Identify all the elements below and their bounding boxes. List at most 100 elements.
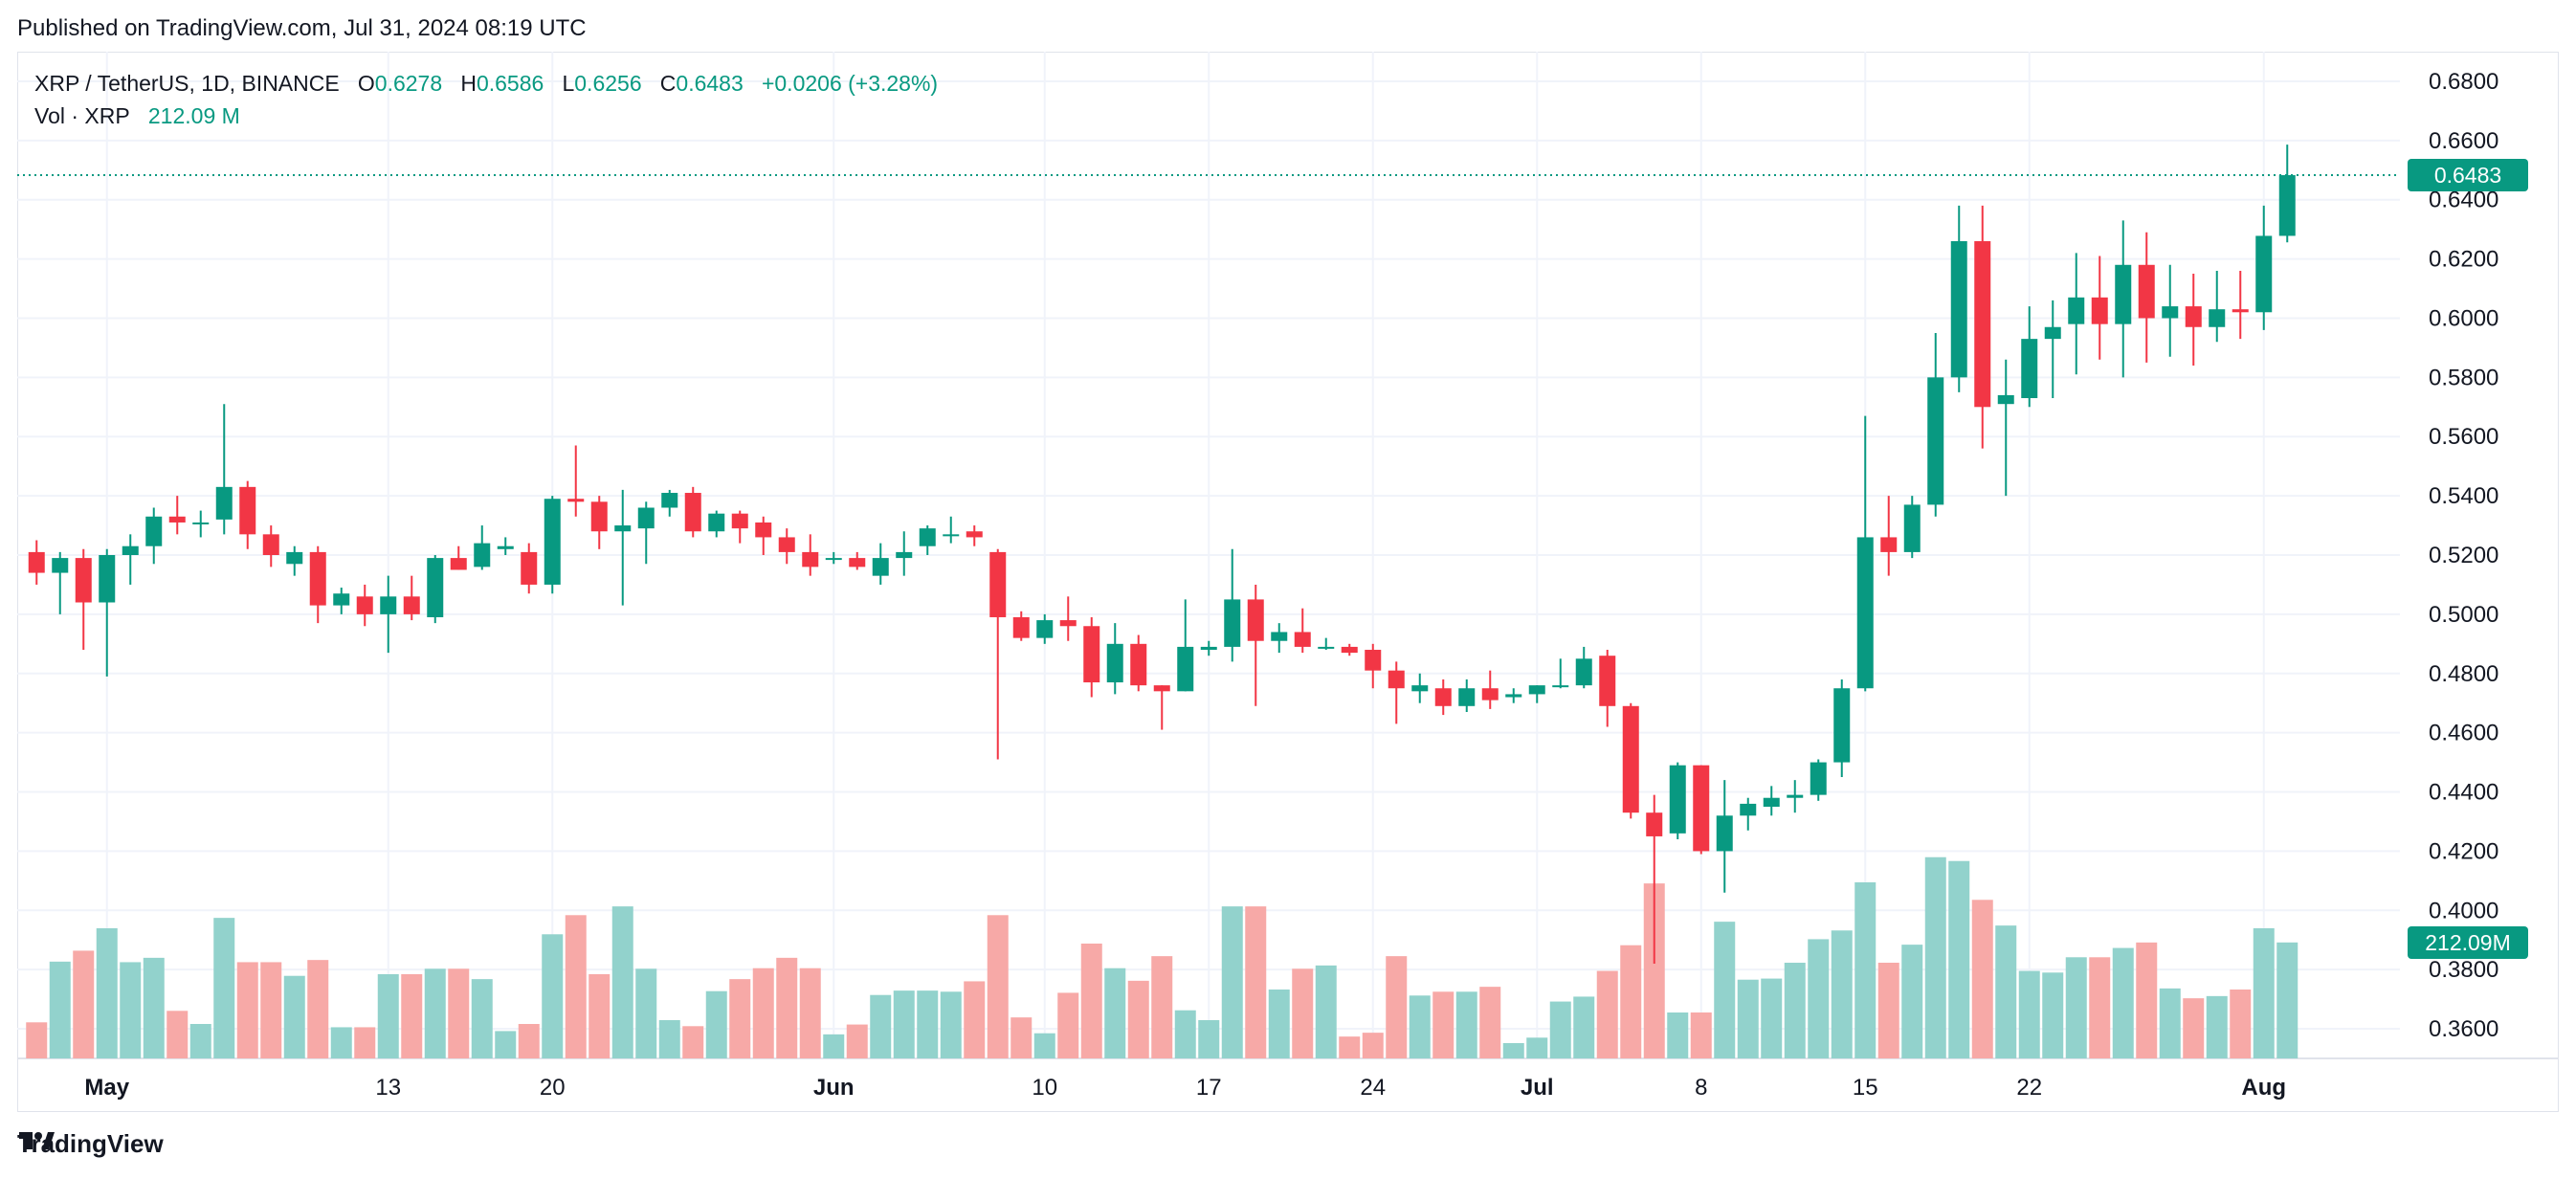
volume-bar (893, 990, 915, 1058)
candle-body (1810, 762, 1827, 795)
candle-body (2162, 306, 2179, 319)
volume-bar (1174, 1010, 1196, 1058)
candle-body (1177, 646, 1194, 692)
candle-body (2232, 309, 2249, 313)
volume-bar (1596, 970, 1618, 1058)
candle-body (145, 516, 163, 546)
volume-bar (658, 1020, 680, 1058)
candle-body (802, 551, 819, 567)
candle-body (2115, 264, 2132, 324)
volume-bar (940, 991, 962, 1058)
volume-bar (1808, 939, 1830, 1058)
candle-body (1622, 705, 1639, 813)
volume-bar (611, 906, 633, 1058)
volume-bar (588, 974, 611, 1058)
volume-bar (96, 928, 118, 1058)
volume-bar (377, 974, 399, 1058)
volume-bar (1877, 963, 1899, 1058)
candlestick-chart[interactable]: 0.6800 0.6600 0.6400 0.6200 0.6000 0.5800 0.56… (17, 52, 2559, 1112)
y-tick-label: 0.6600 (2429, 128, 2498, 154)
volume-bar (1831, 930, 1853, 1058)
volume-bar (1714, 922, 1736, 1058)
volume-bar (2230, 990, 2252, 1058)
volume-bar (1198, 1020, 1220, 1058)
close-value: 0.6483 (676, 71, 744, 96)
candle-body (755, 522, 772, 538)
volume-bar (1620, 945, 1642, 1058)
candle-body (2209, 309, 2226, 327)
x-tick-label: 22 (2016, 1075, 2042, 1101)
candle-body (567, 499, 585, 502)
volume-bar (1573, 996, 1595, 1058)
x-tick-label: 13 (375, 1075, 401, 1101)
symbol-label[interactable]: XRP / TetherUS, 1D, BINANCE (34, 71, 340, 96)
candle-body (684, 493, 701, 532)
volume-bar (2112, 947, 2134, 1058)
y-tick-label: 0.6000 (2429, 305, 2498, 331)
volume-bar (2206, 995, 2228, 1058)
volume-bar (260, 962, 282, 1058)
candle-body (192, 522, 210, 524)
candle-body (1481, 688, 1499, 701)
candle-body (2044, 326, 2061, 340)
candle-body (1153, 685, 1170, 692)
volume-bar (1502, 1043, 1524, 1058)
volume-bar (1315, 965, 1337, 1058)
x-tick-label: Jul (1521, 1075, 1554, 1101)
volume-bar (1057, 992, 1079, 1058)
volume-bar (1033, 1033, 1055, 1058)
candle-body (1716, 815, 1733, 852)
candle-body (1059, 620, 1077, 627)
volume-bar (1245, 906, 1267, 1058)
candle-body (1341, 646, 1358, 654)
chart-area[interactable]: 0.6800 0.6600 0.6400 0.6200 0.6000 0.5800 0.56… (17, 52, 2559, 1112)
candle-body (1552, 685, 1569, 688)
volume-bar (1409, 995, 1431, 1058)
volume-label[interactable]: Vol · XRP (34, 103, 130, 128)
volume-bar (870, 994, 892, 1058)
candle-body (778, 537, 795, 552)
candle-body (215, 486, 233, 520)
volume-bar (1948, 860, 1970, 1058)
candle-body (614, 525, 632, 532)
candle-body (1434, 688, 1452, 706)
x-tick-label: Jun (813, 1075, 855, 1101)
volume-bar (2065, 957, 2087, 1058)
volume-bar (776, 957, 798, 1058)
published-caption: Published on TradingView.com, Jul 31, 20… (17, 15, 587, 41)
y-tick-label: 0.3600 (2429, 1016, 2498, 1042)
y-tick-label: 0.6800 (2429, 69, 2498, 95)
candle-body (75, 558, 92, 603)
y-tick-label: 0.4400 (2429, 780, 2498, 806)
candle-body (2278, 175, 2296, 236)
y-tick-label: 0.4600 (2429, 721, 2498, 746)
chart-legend: XRP / TetherUS, 1D, BINANCE O0.6278 H0.6… (34, 67, 938, 132)
volume-bar (354, 1027, 376, 1058)
y-tick-label: 0.4800 (2429, 661, 2498, 687)
volume-bar (1432, 991, 1455, 1058)
x-tick-label: 10 (1032, 1075, 1057, 1101)
y-tick-label: 0.5200 (2429, 543, 2498, 568)
volume-bar (2018, 970, 2040, 1058)
candle-body (1833, 688, 1851, 763)
last-price-tag: 0.6483 (2408, 159, 2528, 192)
volume-bar (167, 1011, 189, 1058)
volume-bar (49, 961, 71, 1058)
volume-bar (2183, 998, 2205, 1058)
candle-body (1106, 643, 1123, 683)
candle-body (1950, 241, 1967, 378)
candle-body (872, 558, 889, 576)
candle-body (1693, 765, 1710, 852)
x-tick-label: 8 (1695, 1075, 1707, 1101)
open-label: O (357, 71, 375, 96)
volume-bar (1690, 1012, 1712, 1058)
high-label: H (460, 71, 477, 96)
footer-branding[interactable]: TradingView (17, 1129, 164, 1159)
candle-body (1036, 620, 1054, 638)
candle-body (1927, 377, 1944, 505)
volume-bar (729, 979, 751, 1058)
volume-bar (2159, 988, 2181, 1058)
candle-body (1012, 616, 1030, 638)
volume-bar (307, 960, 329, 1058)
candle-body (1130, 643, 1147, 686)
